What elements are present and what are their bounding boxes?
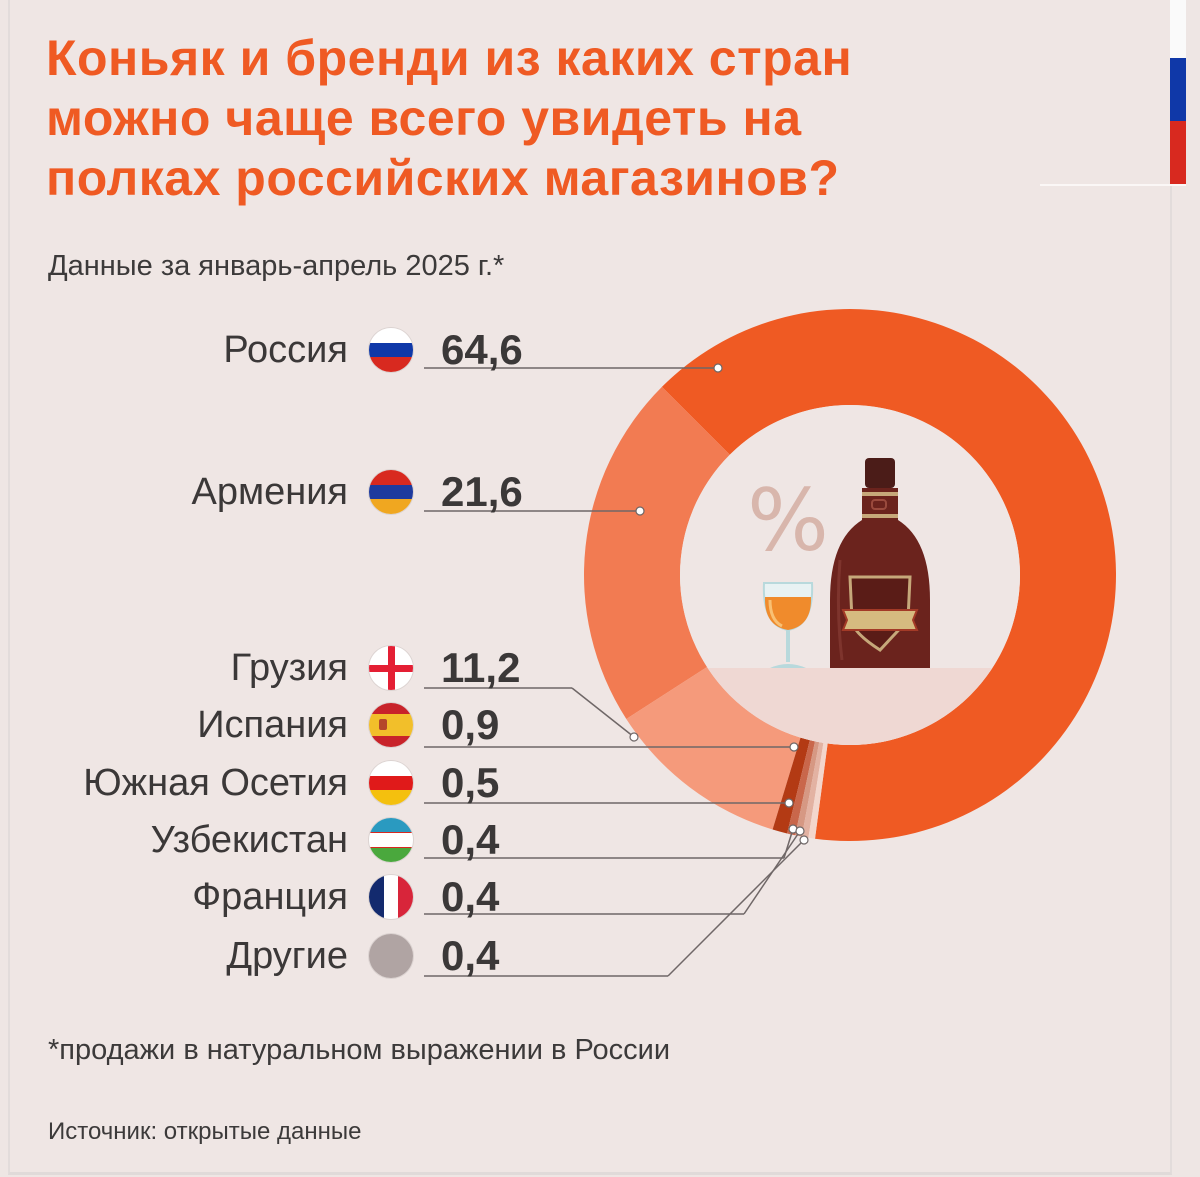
flag-stripe-white [1170,0,1186,58]
page-title: Коньяк и бренди из каких стран можно чащ… [46,28,1046,208]
subtitle: Данные за январь-апрель 2025 г.* [48,250,505,282]
leader-dot [789,742,799,752]
slice-armenia [584,386,730,719]
share-value: 21,6 [441,468,523,515]
leader-dot [629,732,639,742]
russian-flag-stripe [1170,58,1186,184]
slice-russia [661,308,1117,842]
slice-others [808,742,828,839]
legend-row: Другие 0,4 [0,931,560,981]
share-value: 0,4 [441,932,500,979]
georgia-flag-icon [369,646,413,690]
title-divider [1040,184,1186,186]
share-value: 0,9 [441,701,500,748]
spain-flag-icon [369,703,413,747]
uzbekistan-flag-icon [369,818,413,862]
slice-spain [772,737,810,834]
slice-south-ossetia [787,740,816,836]
donut-slices [584,308,1117,842]
legend-row: Узбекистан 0,4 [0,815,560,865]
country-label: Грузия [230,647,348,689]
legend-row: Армения 21,6 [0,467,560,517]
title-line-2: можно чаще всего увидеть на [46,90,802,146]
legend-row: Южная Осетия 0,5 [0,758,560,808]
russia-flag-icon [369,328,413,372]
others-circle-icon [369,934,413,978]
leader-dot [799,835,809,845]
leader-lines [424,363,809,977]
share-value: 64,6 [441,326,523,373]
country-label: Другие [226,935,348,977]
share-value: 0,5 [441,759,500,806]
cognac-bottle-icon [830,458,930,668]
source-note: Источник: открытые данные [48,1118,362,1145]
armenia-flag-icon [369,470,413,514]
title-line-1: Коньяк и бренди из каких стран [46,30,853,86]
cognac-glass-icon [762,582,814,668]
country-label: Испания [197,704,348,746]
country-label: Узбекистан [150,819,348,861]
footnote: *продажи в натуральном выражении в Росси… [48,1034,671,1066]
country-label: Армения [191,471,348,513]
share-value: 11,2 [441,644,521,691]
slice-france [801,742,824,838]
south-ossetia-flag-icon [369,761,413,805]
legend-row: Россия 64,6 [0,325,560,375]
country-label: Россия [223,329,348,371]
leader-dot [635,506,645,516]
country-label: Франция [192,876,348,918]
percent-icon: % [747,471,829,571]
legend-row: Грузия 11,2 [0,643,560,693]
title-line-3: полках российских магазинов? [46,150,840,206]
leader-dot [795,826,805,836]
country-label: Южная Осетия [83,762,348,804]
slice-uzbekistan [795,741,820,837]
legend-row: Франция 0,4 [0,872,560,922]
legend-row: Испания 0,9 [0,700,560,750]
share-value: 0,4 [441,873,500,920]
share-value: 0,4 [441,816,500,863]
slice-georgia [626,666,801,830]
leader-dot [784,798,794,808]
leader-dot [713,363,723,373]
france-flag-icon [369,875,413,919]
